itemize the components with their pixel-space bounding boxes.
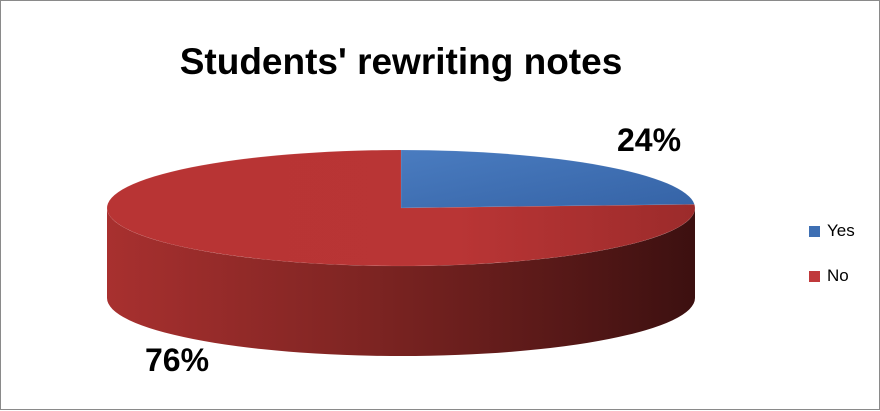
legend-item-no: No bbox=[809, 266, 855, 286]
pie-slice-no bbox=[106, 149, 696, 267]
legend-swatch-no bbox=[809, 270, 820, 282]
legend-swatch-yes bbox=[809, 225, 820, 237]
legend-label-no: No bbox=[827, 266, 849, 285]
legend: Yes No bbox=[809, 221, 855, 311]
data-label-no: 76% bbox=[145, 342, 209, 378]
legend-item-yes: Yes bbox=[809, 221, 855, 241]
pie-slice-yes bbox=[400, 149, 695, 209]
data-label-yes: 24% bbox=[617, 122, 681, 158]
pie-side-no bbox=[107, 208, 695, 356]
legend-label-yes: Yes bbox=[827, 221, 855, 240]
chart-title: Students' rewriting notes bbox=[179, 41, 623, 82]
